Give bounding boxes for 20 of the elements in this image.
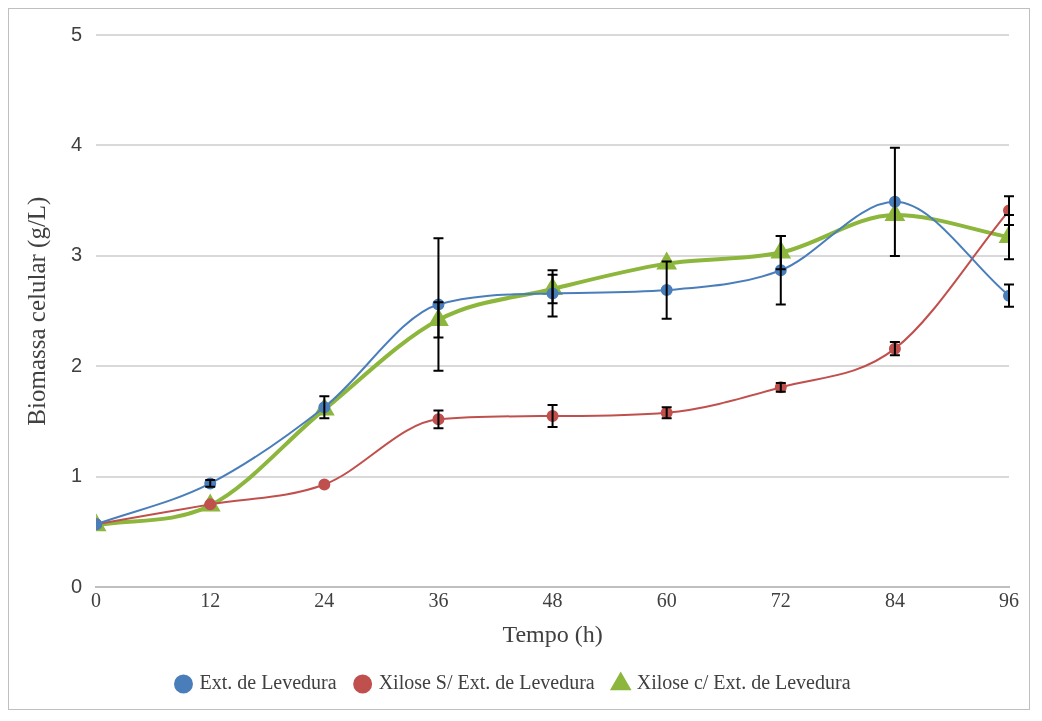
- x-tick-label: 72: [770, 589, 791, 612]
- y-axis-title: Biomassa celular (g/L): [22, 196, 51, 426]
- x-tick-label: 84: [884, 589, 905, 612]
- legend-label: Ext. de Levedura: [199, 671, 337, 694]
- y-tick-label: 1: [71, 464, 83, 487]
- y-tick-label: 0: [71, 574, 83, 597]
- x-tick-label: 36: [428, 589, 449, 612]
- x-tick-label: 60: [656, 589, 677, 612]
- legend-label: Xilose S/ Ext. de Levedura: [378, 671, 595, 694]
- y-tick-label: 4: [71, 132, 83, 155]
- y-tick-label: 2: [71, 353, 83, 376]
- y-tick-label: 3: [71, 243, 83, 266]
- x-tick-label: 24: [314, 589, 335, 612]
- x-axis-title: Tempo (h): [502, 620, 603, 647]
- legend-label: Xilose c/ Ext. de Levedura: [636, 671, 851, 694]
- x-tick-label: 96: [999, 589, 1019, 612]
- x-tick-label: 12: [200, 589, 221, 612]
- y-tick-label: 5: [71, 22, 83, 45]
- x-tick-label: 48: [542, 589, 563, 612]
- x-tick-label: 0: [91, 589, 102, 612]
